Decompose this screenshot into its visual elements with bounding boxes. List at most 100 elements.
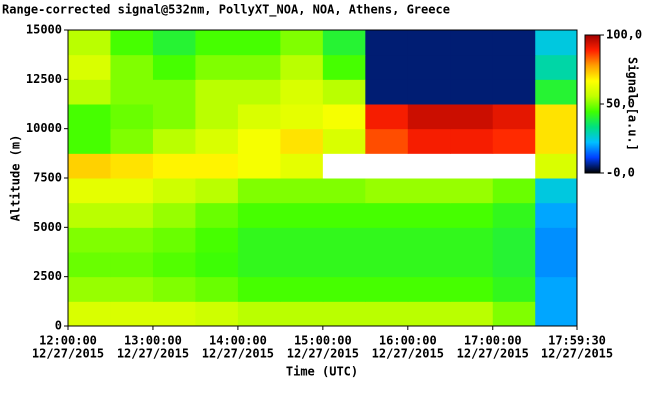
heatmap-cell: [195, 128, 239, 154]
heatmap-cell: [365, 54, 409, 80]
heatmap-cell: [237, 202, 281, 228]
chart-title: Range-corrected signal@532nm, PollyXT_NO…: [2, 3, 450, 18]
heatmap-cell: [407, 301, 451, 327]
heatmap-cell: [322, 128, 366, 154]
heatmap-cell: [535, 104, 578, 130]
heatmap-cell: [152, 202, 196, 228]
heatmap-cell: [68, 202, 111, 228]
heatmap-cell: [195, 301, 239, 327]
heatmap-cell: [280, 104, 324, 130]
heatmap-cell: [365, 301, 409, 327]
heatmap-cell: [280, 252, 324, 278]
heatmap-cell: [407, 54, 451, 80]
heatmap-cell: [110, 104, 154, 130]
heatmap-cell: [492, 104, 536, 130]
heatmap-cell: [492, 178, 536, 204]
heatmap-cell: [407, 128, 451, 154]
x-tick-date: 12/27/2015: [457, 347, 529, 361]
heatmap-cell: [365, 153, 409, 179]
heatmap-cell: [492, 276, 536, 302]
heatmap-cell: [492, 128, 536, 154]
colorbar-tick-label: 100,0: [606, 28, 642, 42]
heatmap-cell: [68, 301, 111, 327]
x-tick-date: 12/27/2015: [117, 347, 189, 361]
heatmap-cell: [535, 301, 578, 327]
heatmap-cell: [365, 30, 409, 56]
heatmap-cell: [450, 178, 494, 204]
heatmap-cell: [322, 30, 366, 56]
heatmap-cell: [535, 153, 578, 179]
heatmap-cell: [535, 276, 578, 302]
x-tick-label: 16:00:00: [379, 334, 437, 348]
heatmap-cell: [195, 30, 239, 56]
heatmap-cell: [450, 153, 494, 179]
heatmap-cell: [407, 202, 451, 228]
heatmap-cell: [450, 54, 494, 80]
heatmap-cell: [280, 301, 324, 327]
heatmap-cell: [195, 79, 239, 105]
x-tick-date: 12/27/2015: [202, 347, 274, 361]
heatmap-cell: [237, 30, 281, 56]
heatmap-cell: [195, 202, 239, 228]
heatmap-cell: [450, 276, 494, 302]
y-tick-label: 12500: [26, 72, 62, 86]
heatmap-cell: [365, 178, 409, 204]
colorbar: [584, 34, 601, 174]
heatmap-cell: [195, 153, 239, 179]
heatmap-cell: [237, 128, 281, 154]
x-tick-label: 15:00:00: [294, 334, 352, 348]
heatmap-cell: [110, 128, 154, 154]
y-tick-label: 7500: [33, 171, 62, 185]
heatmap-cell: [110, 153, 154, 179]
heatmap-cell: [195, 227, 239, 253]
x-tick-label: 13:00:00: [124, 334, 182, 348]
heatmap-cell: [68, 276, 111, 302]
heatmap-cell: [152, 128, 196, 154]
heatmap-cell: [450, 252, 494, 278]
heatmap-cell: [322, 276, 366, 302]
heatmap-cell: [450, 202, 494, 228]
heatmap-cell: [450, 104, 494, 130]
heatmap-cell: [280, 79, 324, 105]
heatmap-cell: [492, 252, 536, 278]
heatmap-cell: [322, 178, 366, 204]
heatmap-cell: [365, 79, 409, 105]
heatmap-cell: [492, 202, 536, 228]
heatmap-cell: [237, 276, 281, 302]
heatmap-cell: [68, 30, 111, 56]
heatmap-cell: [68, 153, 111, 179]
heatmap-cell: [237, 54, 281, 80]
heatmap-cell: [407, 153, 451, 179]
heatmap-cell: [535, 178, 578, 204]
heatmap-cell: [450, 227, 494, 253]
heatmap-cell: [110, 178, 154, 204]
heatmap-cell: [237, 301, 281, 327]
heatmap-cell: [237, 153, 281, 179]
heatmap-cell: [492, 30, 536, 56]
heatmap-cell: [322, 202, 366, 228]
heatmap-cell: [110, 202, 154, 228]
heatmap-cell: [492, 301, 536, 327]
colorbar-label: Signal [a.u.]: [626, 57, 640, 151]
heatmap-cell: [365, 276, 409, 302]
heatmap-cell: [152, 54, 196, 80]
heatmap-cell: [152, 153, 196, 179]
heatmap-cell: [365, 128, 409, 154]
heatmap-cell: [365, 227, 409, 253]
heatmap-cell: [280, 227, 324, 253]
heatmap-cell: [68, 54, 111, 80]
heatmap-cell: [450, 128, 494, 154]
x-tick-label: 12:00:00: [39, 334, 97, 348]
y-tick-label: 2500: [33, 269, 62, 283]
heatmap-cell: [152, 30, 196, 56]
heatmap-cell: [280, 178, 324, 204]
heatmap-cell: [68, 252, 111, 278]
heatmap-cell: [237, 104, 281, 130]
heatmap-cell: [407, 227, 451, 253]
heatmap-cell: [407, 276, 451, 302]
heatmap-cell: [280, 30, 324, 56]
heatmap-cell: [195, 104, 239, 130]
heatmap-cell: [492, 153, 536, 179]
heatmap-cell: [322, 54, 366, 80]
heatmap-cell: [195, 276, 239, 302]
